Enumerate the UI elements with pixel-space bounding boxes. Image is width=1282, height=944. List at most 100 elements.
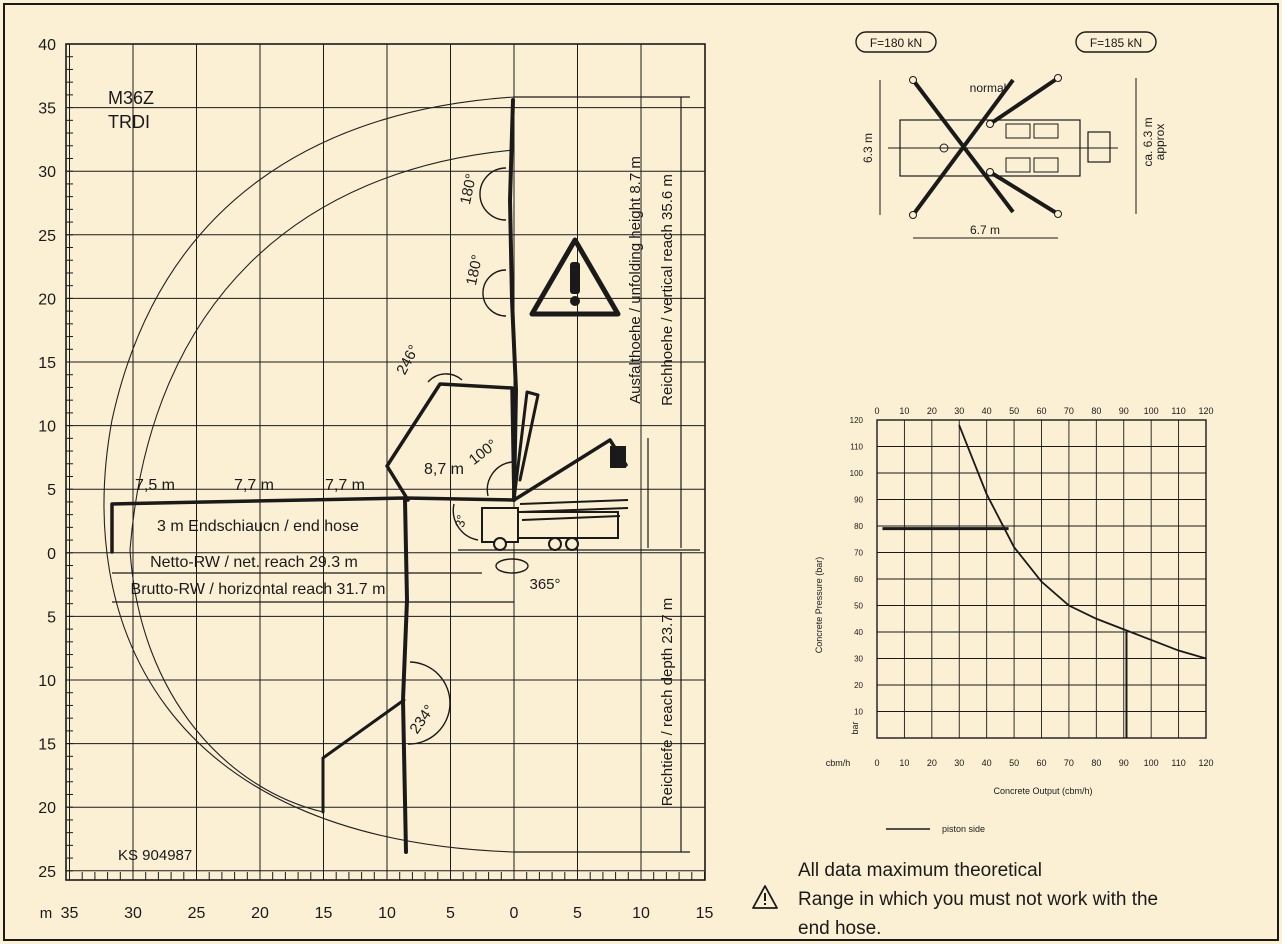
y-tick-label: 5 <box>47 609 56 626</box>
y-tick-label: 20 <box>38 291 56 308</box>
angle-arc <box>427 373 463 383</box>
reach-grid <box>65 43 706 881</box>
section-length-label: 7,7 m <box>234 477 274 494</box>
angle-arc <box>482 269 507 317</box>
reach-depth-label: Reichtiefe / reach depth 23.7 m <box>659 598 676 806</box>
x-tick-label: 10 <box>378 905 396 922</box>
x-tick-label: 30 <box>954 406 964 416</box>
truck-detail <box>1005 157 1031 173</box>
y-tick-label: 10 <box>38 673 56 690</box>
angle-label: 234° <box>406 702 438 737</box>
y-tick-label: 70 <box>854 549 863 558</box>
boom-vertical <box>508 98 518 502</box>
y-tick-label: 120 <box>850 416 864 425</box>
y-tick-label: 15 <box>38 355 56 372</box>
truck-detail <box>1033 123 1059 139</box>
unfolding-height-label: Ausfalthoehe / unfolding height 8.7 m <box>627 156 644 404</box>
angle-label: 180° <box>457 172 480 206</box>
outrigger-leg <box>988 76 1060 126</box>
truck-boom-stack <box>519 499 629 521</box>
x-tick-label: 110 <box>1171 758 1185 768</box>
pump-chart-x-ticks-top: 0 10 20 30 40 50 60 70 80 90 100 110 120 <box>874 406 1213 416</box>
angle-arc <box>452 503 479 541</box>
legend-label: piston side <box>942 824 985 834</box>
series-point <box>1122 628 1125 631</box>
truck-wheel <box>493 537 507 551</box>
outrigger-pad <box>986 120 994 128</box>
angle-arc <box>486 461 513 497</box>
drawing-number: KS 904987 <box>118 847 192 864</box>
angle-label: 180° <box>463 253 486 287</box>
series-line <box>958 424 1207 660</box>
angle-label: 246° <box>393 342 423 377</box>
truck-wheel <box>548 537 562 551</box>
x-tick-label: 25 <box>188 905 206 922</box>
x-tick-label: 30 <box>124 905 142 922</box>
series-point <box>1095 617 1098 620</box>
x-tick-label: 20 <box>927 406 937 416</box>
truck-cab <box>481 507 519 543</box>
truck-illustration <box>481 446 629 551</box>
outrigger-pad <box>986 168 994 176</box>
x-tick-label: 30 <box>954 758 964 768</box>
x-tick-label: 110 <box>1171 406 1185 416</box>
force-left-label: F=180 kN <box>870 36 922 50</box>
pump-chart-y-unit: bar <box>850 721 860 734</box>
outrigger-plan: F=180 kN F=185 kN normal 6.3 m ca. 6.3 m… <box>855 31 1167 239</box>
x-tick-label: 0 <box>510 905 519 922</box>
outrigger-span-label: 6.7 m <box>970 223 1000 237</box>
truck-body <box>517 511 619 539</box>
pump-chart-x-ticks-bottom: 0 10 20 30 40 50 60 70 80 90 100 110 120 <box>874 758 1213 768</box>
x-tick-label: 50 <box>1009 406 1019 416</box>
y-tick-label: 10 <box>38 419 56 436</box>
pump-chart-grid <box>876 419 1207 739</box>
angle-arc <box>407 661 451 745</box>
angle-label: 100° <box>466 436 501 469</box>
boom-234-config <box>321 698 406 814</box>
y-tick-label: 40 <box>38 37 56 54</box>
rotation-ellipse <box>495 558 529 574</box>
x-tick-label: 60 <box>1036 758 1046 768</box>
pump-chart-y-ticks: 120 110 100 90 80 70 60 50 40 30 20 10 <box>850 416 864 717</box>
x-tick-label: 40 <box>982 406 992 416</box>
y-tick-label: 10 <box>854 708 863 717</box>
outrigger-pad <box>1054 74 1062 82</box>
pump-chart-x-unit: cbm/h <box>826 758 851 768</box>
turret-marker <box>939 143 949 153</box>
x-tick-label: 60 <box>1036 406 1046 416</box>
y-tick-label: 20 <box>38 800 56 817</box>
note-line: Range in which you must not work with th… <box>798 889 1158 910</box>
reach-envelope <box>103 96 515 853</box>
boom-configurations <box>110 98 628 854</box>
x-tick-label: 70 <box>1064 406 1074 416</box>
boom-246-config <box>385 382 516 502</box>
outrigger-approx-width: ca. 6.3 m <box>1141 117 1155 166</box>
x-tick-label: 5 <box>446 905 455 922</box>
y-tick-label: 90 <box>854 496 863 505</box>
x-tick-label: 50 <box>1009 758 1019 768</box>
force-right-label: F=185 kN <box>1090 36 1142 50</box>
small-warning-icon <box>752 885 778 909</box>
angle-label: 365° <box>529 576 560 593</box>
x-tick-label: 70 <box>1064 758 1074 768</box>
section-length-label: 7,7 m <box>325 477 365 494</box>
warning-triangle-icon <box>529 237 621 317</box>
series-point <box>1177 649 1180 652</box>
series-point <box>1150 639 1152 641</box>
series-point <box>1205 657 1207 660</box>
angle-label: 3° <box>452 513 469 528</box>
x-tick-label: 40 <box>982 758 992 768</box>
net-reach-label: Netto-RW / net. reach 29.3 m <box>150 554 358 571</box>
reach-y-tick-labels: 40 35 30 25 20 15 10 5 0 5 10 15 20 25 <box>38 37 56 881</box>
outrigger-mode-label: normal <box>970 81 1007 95</box>
outrigger-approx-label: approx <box>1153 124 1167 161</box>
x-tick-label: 80 <box>1091 406 1101 416</box>
y-tick-label: 60 <box>854 575 863 584</box>
y-tick-label: 100 <box>850 469 864 478</box>
angle-arcs <box>407 167 529 745</box>
reach-minor-ticks <box>66 43 705 880</box>
inner-reach-arc <box>129 149 515 813</box>
boom-down-config <box>401 498 409 854</box>
x-tick-label: 120 <box>1198 758 1213 768</box>
